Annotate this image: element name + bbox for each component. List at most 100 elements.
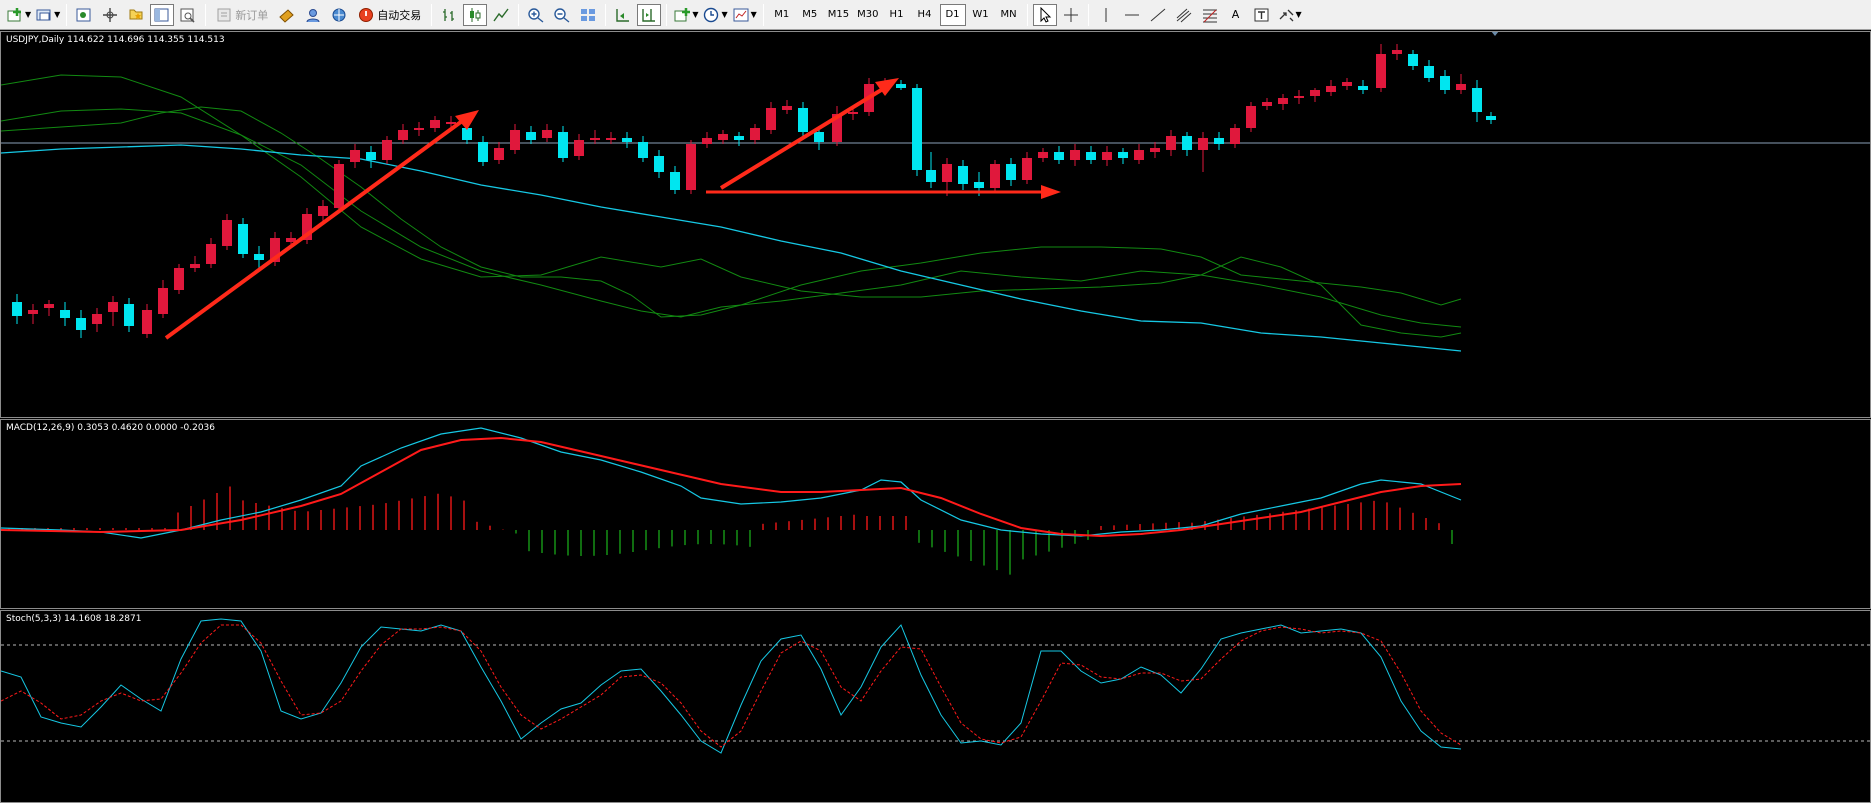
metaeditor-icon[interactable] — [275, 4, 299, 26]
macd-chart[interactable] — [1, 420, 1870, 608]
candle-body — [286, 238, 296, 242]
stochastic-chart[interactable] — [1, 611, 1870, 802]
timeframe-m15[interactable]: M15 — [827, 9, 850, 20]
candle-body — [1134, 150, 1144, 160]
candle-body — [1262, 102, 1272, 106]
candle-body — [848, 112, 858, 114]
candle-body — [1408, 54, 1418, 66]
price-chart[interactable] — [1, 32, 1870, 417]
macd-label: MACD(12,26,9) 0.3053 0.4620 0.0000 -0.20… — [6, 423, 216, 433]
candle-body — [92, 314, 102, 324]
market-watch-icon[interactable] — [72, 4, 96, 26]
candle-body — [398, 130, 408, 140]
text-label-icon[interactable] — [1250, 4, 1274, 26]
candle-body — [1182, 136, 1192, 150]
favorites-icon[interactable] — [124, 4, 148, 26]
candle-body — [1358, 86, 1368, 90]
candle-body — [734, 136, 744, 140]
tile-windows-icon[interactable] — [576, 4, 600, 26]
candle-body — [446, 122, 456, 124]
candle-body — [222, 220, 232, 246]
timeframe-m30[interactable]: M30 — [857, 9, 879, 20]
candle-body — [702, 138, 712, 144]
strategy-tester-icon[interactable] — [176, 4, 200, 26]
equidistant-channel-icon[interactable] — [1172, 4, 1196, 26]
top-scroll-marker — [1491, 32, 1499, 36]
community-icon[interactable] — [327, 4, 351, 26]
candle-body — [990, 164, 1000, 188]
candle-body — [1392, 50, 1402, 54]
candle-body — [1310, 90, 1320, 96]
timeframe-h1[interactable]: H1 — [889, 9, 904, 20]
vertical-line-icon[interactable] — [1094, 4, 1118, 26]
indicators-button[interactable]: ▼ — [672, 4, 699, 26]
terminal-icon[interactable] — [301, 4, 325, 26]
candle-body — [542, 130, 552, 138]
bar-chart-icon[interactable] — [437, 4, 461, 26]
macd-signal-line — [1, 436, 1462, 538]
horizontal-line-icon[interactable] — [1120, 4, 1144, 26]
timeframe-m1[interactable]: M1 — [774, 9, 790, 20]
candle-body — [1342, 82, 1352, 86]
bollinger-middle-band — [1, 108, 1462, 328]
stochastic-panel[interactable]: Stoch(5,3,3) 14.1608 18.2871 — [0, 610, 1871, 803]
timeframe-w1[interactable]: W1 — [972, 9, 989, 20]
navigator-icon[interactable] — [98, 4, 122, 26]
cursor-icon[interactable] — [1032, 3, 1057, 26]
candle-body — [28, 310, 38, 314]
text-tool-icon[interactable]: A — [1231, 8, 1240, 21]
candle-body — [478, 142, 488, 162]
data-window-icon[interactable] — [150, 3, 175, 26]
candle-body — [958, 166, 968, 184]
macd-panel[interactable]: MACD(12,26,9) 0.3053 0.4620 0.0000 -0.20… — [0, 419, 1871, 609]
new-chart-button[interactable]: ▼ — [5, 4, 32, 26]
trend-arrow-2-head — [875, 78, 899, 96]
timeframe-h4[interactable]: H4 — [917, 9, 932, 20]
candle-body — [654, 156, 664, 172]
bollinger-lower-band — [1, 106, 1462, 318]
candle-body — [638, 142, 648, 158]
main-chart-label: USDJPY,Daily 114.622 114.696 114.355 114… — [6, 35, 225, 45]
new-order-button[interactable]: 新订单 — [211, 4, 273, 26]
candle-body — [430, 120, 440, 128]
line-chart-icon[interactable] — [489, 4, 513, 26]
candle-body — [142, 310, 152, 334]
candle-body — [414, 128, 424, 130]
timeframe-m5[interactable]: M5 — [802, 9, 818, 20]
main-chart-panel[interactable]: USDJPY,Daily 114.622 114.696 114.355 114… — [0, 31, 1871, 418]
candle-body — [1214, 138, 1224, 144]
trendline-icon[interactable] — [1146, 4, 1170, 26]
candle-body — [206, 244, 216, 264]
candle-body — [1086, 152, 1096, 160]
crosshair-icon[interactable] — [1059, 4, 1083, 26]
auto-scroll-icon[interactable] — [611, 4, 635, 26]
candle-body — [1472, 88, 1482, 112]
candle-body — [1198, 138, 1208, 150]
arrows-button[interactable]: ▼ — [1276, 4, 1303, 26]
candle-body — [334, 164, 344, 208]
stochastic-label: Stoch(5,3,3) 14.1608 18.2871 — [6, 614, 142, 624]
timeframe-d1[interactable]: D1 — [939, 3, 966, 26]
timeframe-mn[interactable]: MN — [1000, 9, 1017, 20]
autotrading-label: 自动交易 — [377, 8, 422, 22]
candle-body — [254, 254, 264, 260]
horizontal-arrow-head — [1041, 185, 1061, 199]
candle-body — [574, 140, 584, 156]
profiles-button[interactable]: ▼ — [34, 4, 61, 26]
candle-body — [124, 304, 134, 326]
candlestick-icon[interactable] — [463, 3, 488, 26]
autotrading-button[interactable]: 自动交易 — [353, 4, 426, 26]
periods-button[interactable]: ▼ — [701, 4, 728, 26]
candle-body — [896, 84, 906, 88]
candle-body — [302, 214, 312, 240]
candle-body — [912, 88, 922, 170]
zoom-in-icon[interactable] — [524, 4, 548, 26]
templates-button[interactable]: ▼ — [731, 4, 758, 26]
candle-body — [1376, 54, 1386, 88]
candle-body — [1166, 136, 1176, 150]
zoom-out-icon[interactable] — [550, 4, 574, 26]
candle-body — [1278, 98, 1288, 104]
fibonacci-icon[interactable] — [1198, 4, 1222, 26]
chart-shift-icon[interactable] — [637, 3, 662, 26]
candle-body — [190, 264, 200, 268]
